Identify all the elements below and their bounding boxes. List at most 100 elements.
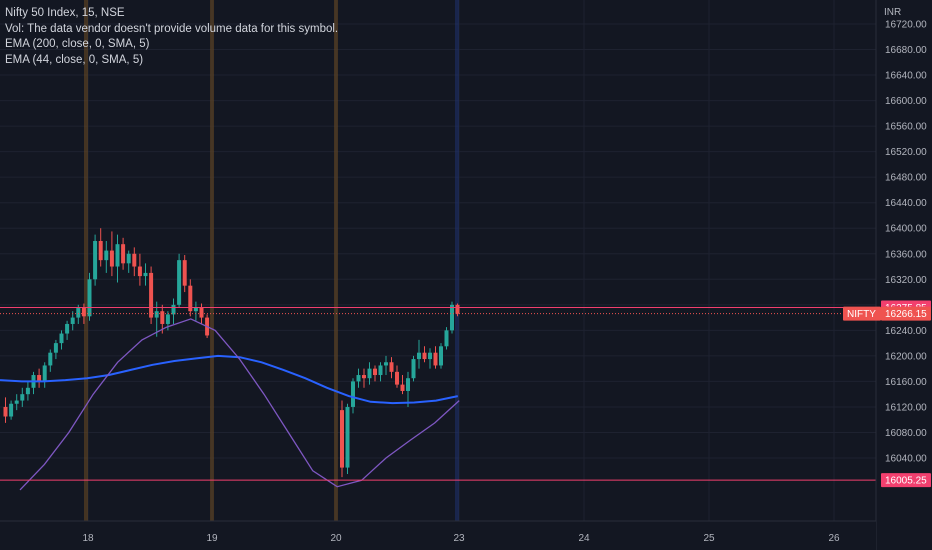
time-tick-label: 23	[453, 533, 465, 544]
candle-body[interactable]	[70, 317, 75, 324]
candle-body[interactable]	[362, 375, 366, 379]
legend-symbol[interactable]: Nifty 50 Index, 15, NSE	[5, 7, 125, 19]
price-axis-currency: INR	[884, 7, 901, 18]
candle-body[interactable]	[373, 368, 377, 376]
legend-ema44[interactable]: EMA (44, close, 0, SMA, 5)	[5, 53, 144, 66]
candle-body[interactable]	[48, 352, 53, 366]
price-tick-label: 16400.00	[885, 224, 927, 235]
candle-body[interactable]	[378, 365, 383, 376]
candle-body[interactable]	[384, 362, 388, 366]
price-tick-label: 16040.00	[885, 454, 927, 465]
ema200-line[interactable]	[0, 354, 459, 405]
candle-body[interactable]	[439, 346, 443, 366]
candle-body[interactable]	[59, 333, 64, 344]
candle-body[interactable]	[98, 241, 103, 261]
price-tag-last-bg	[881, 306, 931, 321]
candle-body[interactable]	[53, 343, 58, 353]
price-tick-label: 16320.00	[885, 275, 927, 286]
candle-body[interactable]	[340, 410, 344, 468]
session-separator	[84, 0, 88, 521]
candle-body[interactable]	[3, 406, 8, 417]
price-tick-label: 16120.00	[885, 402, 927, 413]
candle-body[interactable]	[25, 387, 30, 395]
session-separator	[334, 0, 338, 521]
price-tick-label: 16360.00	[885, 249, 927, 260]
price-tick-label: 16560.00	[885, 122, 927, 133]
candle-body[interactable]	[428, 352, 432, 360]
price-tag-lower-bg	[881, 473, 931, 488]
time-tick-label: 24	[578, 533, 590, 544]
candle-body[interactable]	[154, 311, 159, 318]
price-tick-label: 16520.00	[885, 147, 927, 158]
candle-body[interactable]	[104, 250, 109, 261]
price-tick-label: 16720.00	[885, 20, 927, 31]
candle-body[interactable]	[121, 244, 126, 264]
candle-body[interactable]	[171, 304, 176, 315]
session-separator	[210, 0, 214, 521]
candle-body[interactable]	[177, 260, 182, 305]
price-tag-lower: 16005.25	[885, 476, 927, 487]
candle-body[interactable]	[199, 308, 204, 318]
price-axis[interactable]	[876, 0, 932, 550]
time-tick-label: 25	[703, 533, 715, 544]
candle-body[interactable]	[37, 375, 42, 382]
candle-body[interactable]	[389, 362, 394, 372]
session-separator	[455, 0, 459, 521]
candle-body[interactable]	[182, 260, 187, 286]
candle-body[interactable]	[400, 384, 405, 391]
candle-body[interactable]	[65, 323, 70, 334]
price-tick-label: 16640.00	[885, 71, 927, 82]
legend-ema200[interactable]: EMA (200, close, 0, SMA, 5)	[5, 38, 150, 50]
candle-body[interactable]	[188, 285, 193, 312]
time-tick-label: 20	[330, 533, 342, 544]
chart-legend: Nifty 50 Index, 15, NSE Vol: The data ve…	[5, 6, 338, 68]
candle-body[interactable]	[42, 365, 47, 382]
candle-body[interactable]	[126, 253, 131, 264]
candle-body[interactable]	[455, 304, 460, 314]
candle-body[interactable]	[356, 375, 361, 382]
candle-body[interactable]	[93, 241, 98, 280]
candle-body[interactable]	[411, 359, 416, 379]
candle-body[interactable]	[406, 378, 410, 391]
time-axis[interactable]	[0, 521, 876, 550]
candle-body[interactable]	[132, 253, 137, 267]
candle-body[interactable]	[351, 381, 355, 407]
candle-body[interactable]	[165, 314, 170, 324]
candle-body[interactable]	[9, 403, 14, 417]
candle-body[interactable]	[444, 330, 449, 347]
candle-body[interactable]	[417, 352, 421, 360]
candle-body[interactable]	[87, 279, 92, 317]
candle-body[interactable]	[137, 266, 142, 277]
price-tick-label: 16440.00	[885, 198, 927, 209]
ema44-line[interactable]	[19, 318, 460, 491]
candle-body[interactable]	[395, 371, 399, 385]
candle-body[interactable]	[450, 304, 454, 331]
candle-body[interactable]	[143, 272, 148, 277]
candle-body[interactable]	[81, 308, 86, 317]
candle-body[interactable]	[422, 352, 427, 360]
candle-body[interactable]	[109, 250, 114, 267]
legend-volume: Vol: The data vendor doesn't provide vol…	[5, 22, 339, 35]
price-tick-label: 16600.00	[885, 96, 927, 107]
candle-body[interactable]	[14, 400, 19, 404]
candle-body[interactable]	[433, 352, 438, 366]
time-tick-label: 18	[82, 533, 94, 544]
candle-body[interactable]	[345, 406, 350, 468]
candle-body[interactable]	[160, 311, 165, 324]
price-tag-last: 16266.15	[885, 309, 927, 320]
price-tick-label: 16160.00	[885, 377, 927, 388]
price-tick-label: 16200.00	[885, 351, 927, 362]
price-tick-label: 16480.00	[885, 173, 927, 184]
candle-body[interactable]	[193, 308, 198, 312]
symbol-tag: NIFTY	[847, 309, 876, 320]
price-tick-label: 16680.00	[885, 45, 927, 56]
time-tick-label: 19	[206, 533, 218, 544]
candle-body[interactable]	[20, 394, 25, 401]
candle-body[interactable]	[149, 272, 154, 318]
time-tick-label: 26	[828, 533, 840, 544]
candle-body[interactable]	[367, 368, 372, 379]
candle-body[interactable]	[76, 308, 81, 318]
candle-body[interactable]	[115, 244, 120, 267]
